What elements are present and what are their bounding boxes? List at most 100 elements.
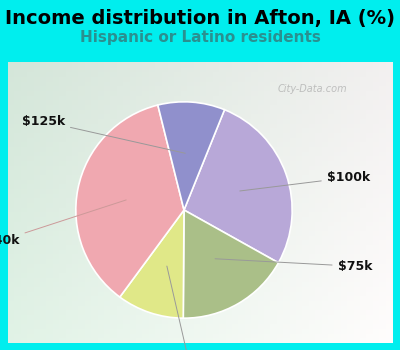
Bar xyxy=(226,230,233,236)
Bar xyxy=(123,67,130,72)
Bar xyxy=(123,156,130,161)
Bar xyxy=(290,90,297,96)
Bar xyxy=(232,244,239,250)
Bar xyxy=(123,72,130,77)
Bar xyxy=(149,286,156,292)
Bar xyxy=(142,226,150,231)
Bar xyxy=(14,165,22,170)
Bar xyxy=(72,221,79,226)
Bar xyxy=(149,305,156,310)
Bar xyxy=(251,123,258,128)
Bar xyxy=(296,179,303,184)
Bar xyxy=(194,95,201,100)
Bar xyxy=(187,235,194,240)
Bar xyxy=(155,221,162,226)
Bar xyxy=(328,244,335,250)
Bar xyxy=(258,137,265,142)
Bar xyxy=(130,338,137,343)
Bar xyxy=(59,104,66,110)
Bar xyxy=(34,100,41,105)
Bar xyxy=(53,142,60,147)
Bar xyxy=(98,72,105,77)
Bar xyxy=(264,310,271,315)
Bar xyxy=(181,95,188,100)
Bar xyxy=(296,104,303,110)
Bar xyxy=(14,109,22,114)
Bar xyxy=(322,310,329,315)
Bar xyxy=(181,230,188,236)
Bar xyxy=(46,286,54,292)
Bar xyxy=(270,296,278,301)
Bar xyxy=(155,226,162,231)
Bar xyxy=(277,114,284,119)
Bar xyxy=(309,76,316,82)
Bar xyxy=(53,90,60,96)
Bar xyxy=(21,118,28,124)
Bar xyxy=(309,226,316,231)
Bar xyxy=(194,142,201,147)
Bar xyxy=(322,160,329,166)
Bar xyxy=(98,193,105,198)
Bar xyxy=(232,146,239,152)
Bar xyxy=(174,254,182,259)
Bar xyxy=(354,151,361,156)
Bar xyxy=(302,226,310,231)
Bar xyxy=(136,212,143,217)
Bar xyxy=(232,305,239,310)
Bar xyxy=(309,254,316,259)
Bar xyxy=(258,146,265,152)
Bar xyxy=(59,207,66,212)
Bar xyxy=(53,258,60,264)
Bar xyxy=(194,300,201,306)
Bar xyxy=(98,132,105,138)
Bar xyxy=(142,160,150,166)
Bar xyxy=(245,240,252,245)
Bar xyxy=(373,235,380,240)
Bar xyxy=(309,244,316,250)
Bar xyxy=(181,314,188,320)
Bar xyxy=(117,109,124,114)
Bar xyxy=(123,216,130,222)
Bar xyxy=(187,268,194,273)
Bar xyxy=(142,188,150,194)
Bar xyxy=(123,95,130,100)
Bar xyxy=(130,90,137,96)
Bar xyxy=(219,100,226,105)
Bar xyxy=(283,324,290,329)
Bar xyxy=(283,277,290,282)
Bar xyxy=(366,314,374,320)
Bar xyxy=(213,188,220,194)
Bar xyxy=(110,282,118,287)
Bar xyxy=(155,156,162,161)
Bar xyxy=(309,221,316,226)
Bar xyxy=(72,128,79,133)
Bar xyxy=(283,62,290,68)
Bar xyxy=(8,235,15,240)
Bar xyxy=(322,212,329,217)
Bar xyxy=(27,277,34,282)
Bar xyxy=(226,184,233,189)
Bar xyxy=(194,179,201,184)
Bar xyxy=(238,193,246,198)
Bar xyxy=(251,137,258,142)
Bar xyxy=(354,104,361,110)
Bar xyxy=(85,142,92,147)
Bar xyxy=(168,76,175,82)
Bar xyxy=(322,142,329,147)
Bar xyxy=(219,296,226,301)
Bar xyxy=(34,207,41,212)
Bar xyxy=(213,254,220,259)
Bar xyxy=(130,137,137,142)
Bar xyxy=(264,314,271,320)
Bar xyxy=(373,216,380,222)
Bar xyxy=(251,62,258,68)
Bar xyxy=(34,67,41,72)
Bar xyxy=(386,328,393,334)
Bar xyxy=(168,286,175,292)
Bar xyxy=(155,216,162,222)
Bar xyxy=(258,114,265,119)
Bar xyxy=(187,179,194,184)
Bar xyxy=(117,272,124,278)
Bar xyxy=(40,142,47,147)
Bar xyxy=(296,319,303,324)
